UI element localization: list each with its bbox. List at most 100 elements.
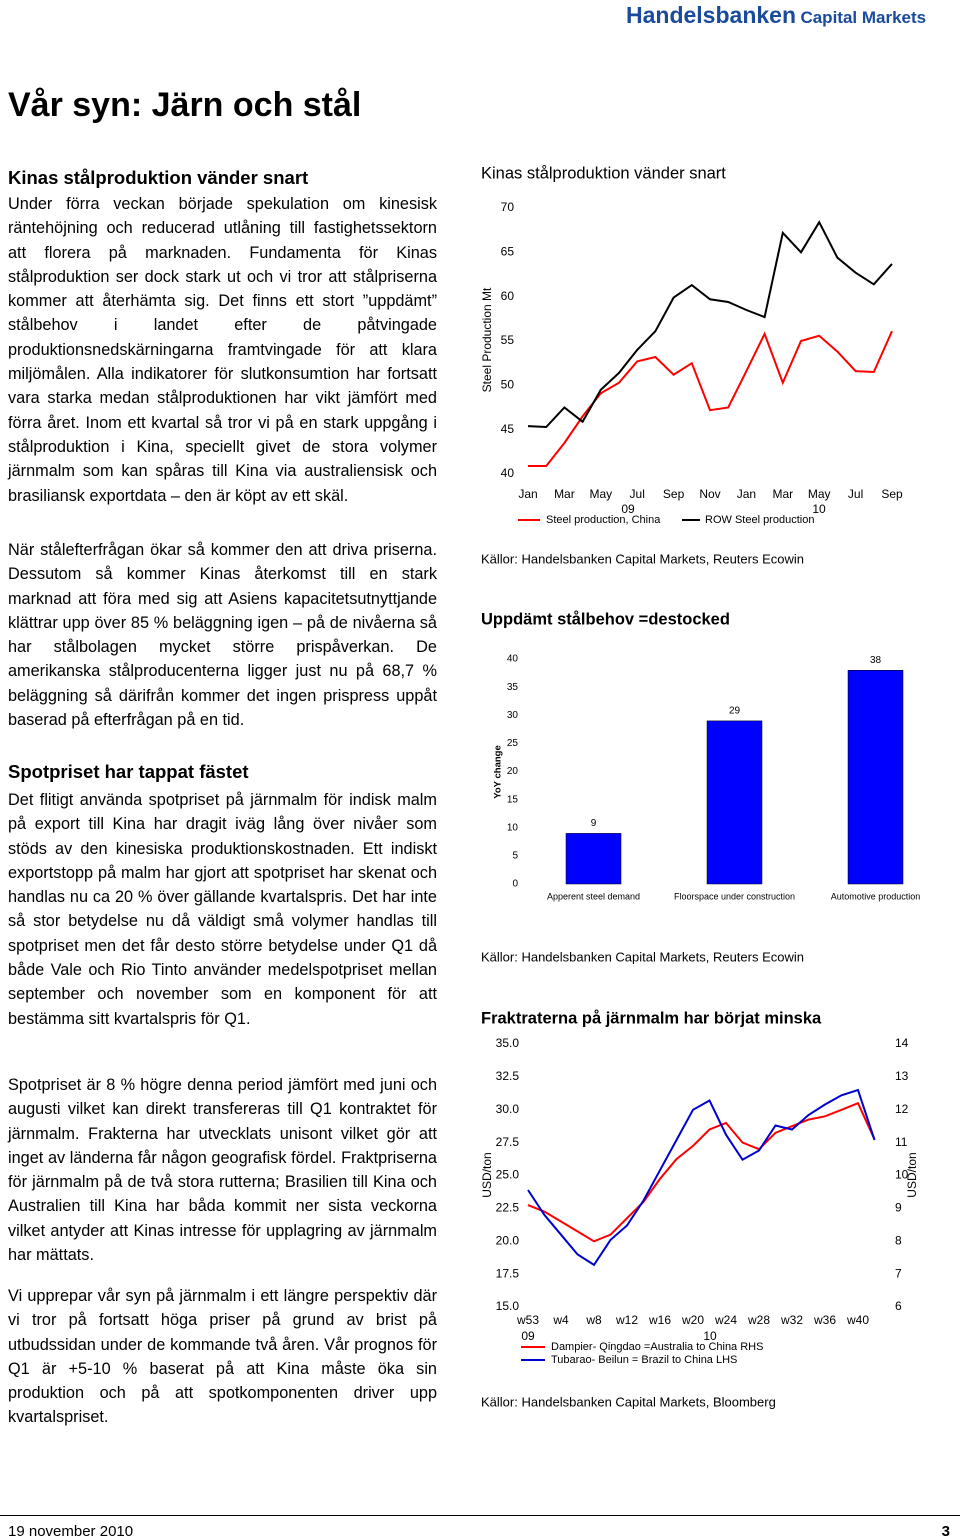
y-axis-label: YoY change	[493, 745, 504, 799]
chart-source: Källor: Handelsbanken Capital Markets, R…	[481, 949, 804, 964]
x-tick-label: Sep	[881, 487, 903, 501]
legend-label: Steel production, China	[546, 514, 661, 526]
y-tick-label: 35.0	[496, 1036, 520, 1050]
x-tick-label: May	[808, 487, 831, 501]
x-tick-label: w8	[585, 1313, 602, 1327]
x-tick-label: Jul	[848, 487, 863, 501]
y-axis-label: Steel Production Mt	[480, 287, 494, 392]
y-tick-label: 65	[501, 245, 515, 259]
brand-logo: Handelsbanken Capital Markets	[626, 2, 956, 29]
x-tick-label: Sep	[663, 487, 685, 501]
paragraph: Under förra veckan började spekulation o…	[8, 195, 437, 505]
footer-rule	[0, 1515, 960, 1516]
year-label: 09	[621, 502, 635, 516]
x-tick-label: w16	[648, 1313, 671, 1327]
y-tick-label: 25.0	[496, 1168, 520, 1182]
bar	[706, 720, 763, 885]
x-tick-label: w24	[714, 1313, 737, 1327]
footer-date: 19 november 2010	[8, 1523, 134, 1540]
y2-tick-label: 13	[895, 1069, 909, 1083]
chart-title: Uppdämt stålbehov =destocked	[481, 610, 730, 628]
x-tick-label: w12	[615, 1313, 638, 1327]
y-tick-label: 30.0	[496, 1102, 520, 1116]
x-tick-label: Floorspace under construction	[674, 891, 795, 901]
legend-label: Dampier- Qingdao =Australia to China RHS	[551, 1341, 763, 1353]
x-tick-label: Apperent steel demand	[547, 891, 640, 901]
paragraph: När stålefterfrågan ökar så kommer den a…	[8, 541, 437, 730]
y-tick-label: 40	[501, 466, 515, 480]
x-tick-label: Mar	[554, 487, 575, 501]
paragraph: Spotpriset är 8 % högre denna period jäm…	[8, 1076, 437, 1265]
x-tick-label: w36	[813, 1313, 836, 1327]
y2-tick-label: 9	[895, 1201, 902, 1215]
x-tick-label: w40	[846, 1313, 869, 1327]
y2-axis-label: USD/ton	[905, 1152, 919, 1197]
value-label: 9	[591, 818, 597, 829]
legend-label: Tubarao- Beilun = Brazil to China LHS	[551, 1354, 737, 1366]
y-tick-label: 35	[507, 682, 519, 693]
series-line	[527, 220, 893, 429]
legend-label: ROW Steel production	[705, 514, 814, 526]
series-line	[528, 330, 893, 467]
y-tick-label: 45	[501, 422, 515, 436]
bar	[847, 670, 904, 885]
chart-title: Kinas stålproduktion vänder snart	[481, 164, 726, 182]
x-tick-label: Nov	[699, 487, 720, 501]
series-line	[527, 1101, 876, 1243]
x-tick-label: Mar	[772, 487, 793, 501]
paragraph: Vi upprepar vår syn på järnmalm i ett lä…	[8, 1287, 437, 1427]
y-tick-label: 32.5	[496, 1069, 520, 1083]
y-tick-label: 20	[507, 766, 519, 777]
x-tick-label: w28	[747, 1313, 770, 1327]
x-tick-label: w4	[552, 1313, 569, 1327]
year-label: 10	[812, 502, 826, 516]
y-tick-label: 40	[507, 654, 519, 665]
y-tick-label: 50	[501, 378, 515, 392]
y-tick-label: 70	[501, 200, 515, 214]
paragraph: Det flitigt använda spotpriset på järnma…	[8, 791, 437, 1028]
y-tick-label: 55	[501, 333, 515, 347]
brand-division: Capital Markets	[800, 8, 927, 27]
y-tick-label: 30	[507, 710, 519, 721]
y2-tick-label: 6	[895, 1299, 902, 1313]
y2-tick-label: 10	[895, 1168, 909, 1182]
x-tick-label: May	[589, 487, 612, 501]
x-tick-label: w20	[681, 1313, 704, 1327]
y-tick-label: 60	[501, 289, 515, 303]
y-tick-label: 0	[512, 879, 518, 890]
chart-source: Källor: Handelsbanken Capital Markets, R…	[481, 551, 804, 566]
x-tick-label: Jul	[630, 487, 645, 501]
year-label: 10	[703, 1329, 717, 1343]
x-tick-label: Automotive production	[831, 891, 921, 901]
y-tick-label: 15.0	[496, 1299, 520, 1313]
page-title: Vår syn: Järn och stål	[8, 86, 362, 124]
y-tick-label: 25	[507, 738, 519, 749]
y2-tick-label: 7	[895, 1266, 902, 1280]
chart-source: Källor: Handelsbanken Capital Markets, B…	[481, 1394, 776, 1409]
y2-tick-label: 8	[895, 1233, 902, 1247]
y-tick-label: 17.5	[496, 1266, 520, 1280]
section-heading: Kinas stålproduktion vänder snart	[8, 167, 309, 188]
x-tick-label: w53	[516, 1313, 539, 1327]
y2-tick-label: 12	[895, 1102, 909, 1116]
bar	[565, 833, 622, 885]
year-label: 09	[521, 1329, 535, 1343]
y-tick-label: 10	[507, 822, 519, 833]
y-tick-label: 15	[507, 794, 519, 805]
y2-tick-label: 11	[895, 1135, 908, 1149]
y-axis-label: USD/ton	[480, 1152, 494, 1197]
y-tick-label: 22.5	[496, 1201, 520, 1215]
y-tick-label: 20.0	[496, 1233, 520, 1247]
brand-name: Handelsbanken	[626, 2, 796, 28]
value-label: 29	[729, 706, 741, 717]
y2-tick-label: 14	[895, 1036, 909, 1050]
page-number: 3	[941, 1523, 950, 1540]
x-tick-label: Jan	[737, 487, 756, 501]
chart-title: Fraktraterna på järnmalm har börjat mins…	[481, 1009, 822, 1027]
section-heading: Spotpriset har tappat fästet	[8, 761, 249, 782]
y-tick-label: 5	[512, 851, 518, 862]
x-tick-label: Jan	[518, 487, 537, 501]
value-label: 38	[870, 655, 882, 666]
